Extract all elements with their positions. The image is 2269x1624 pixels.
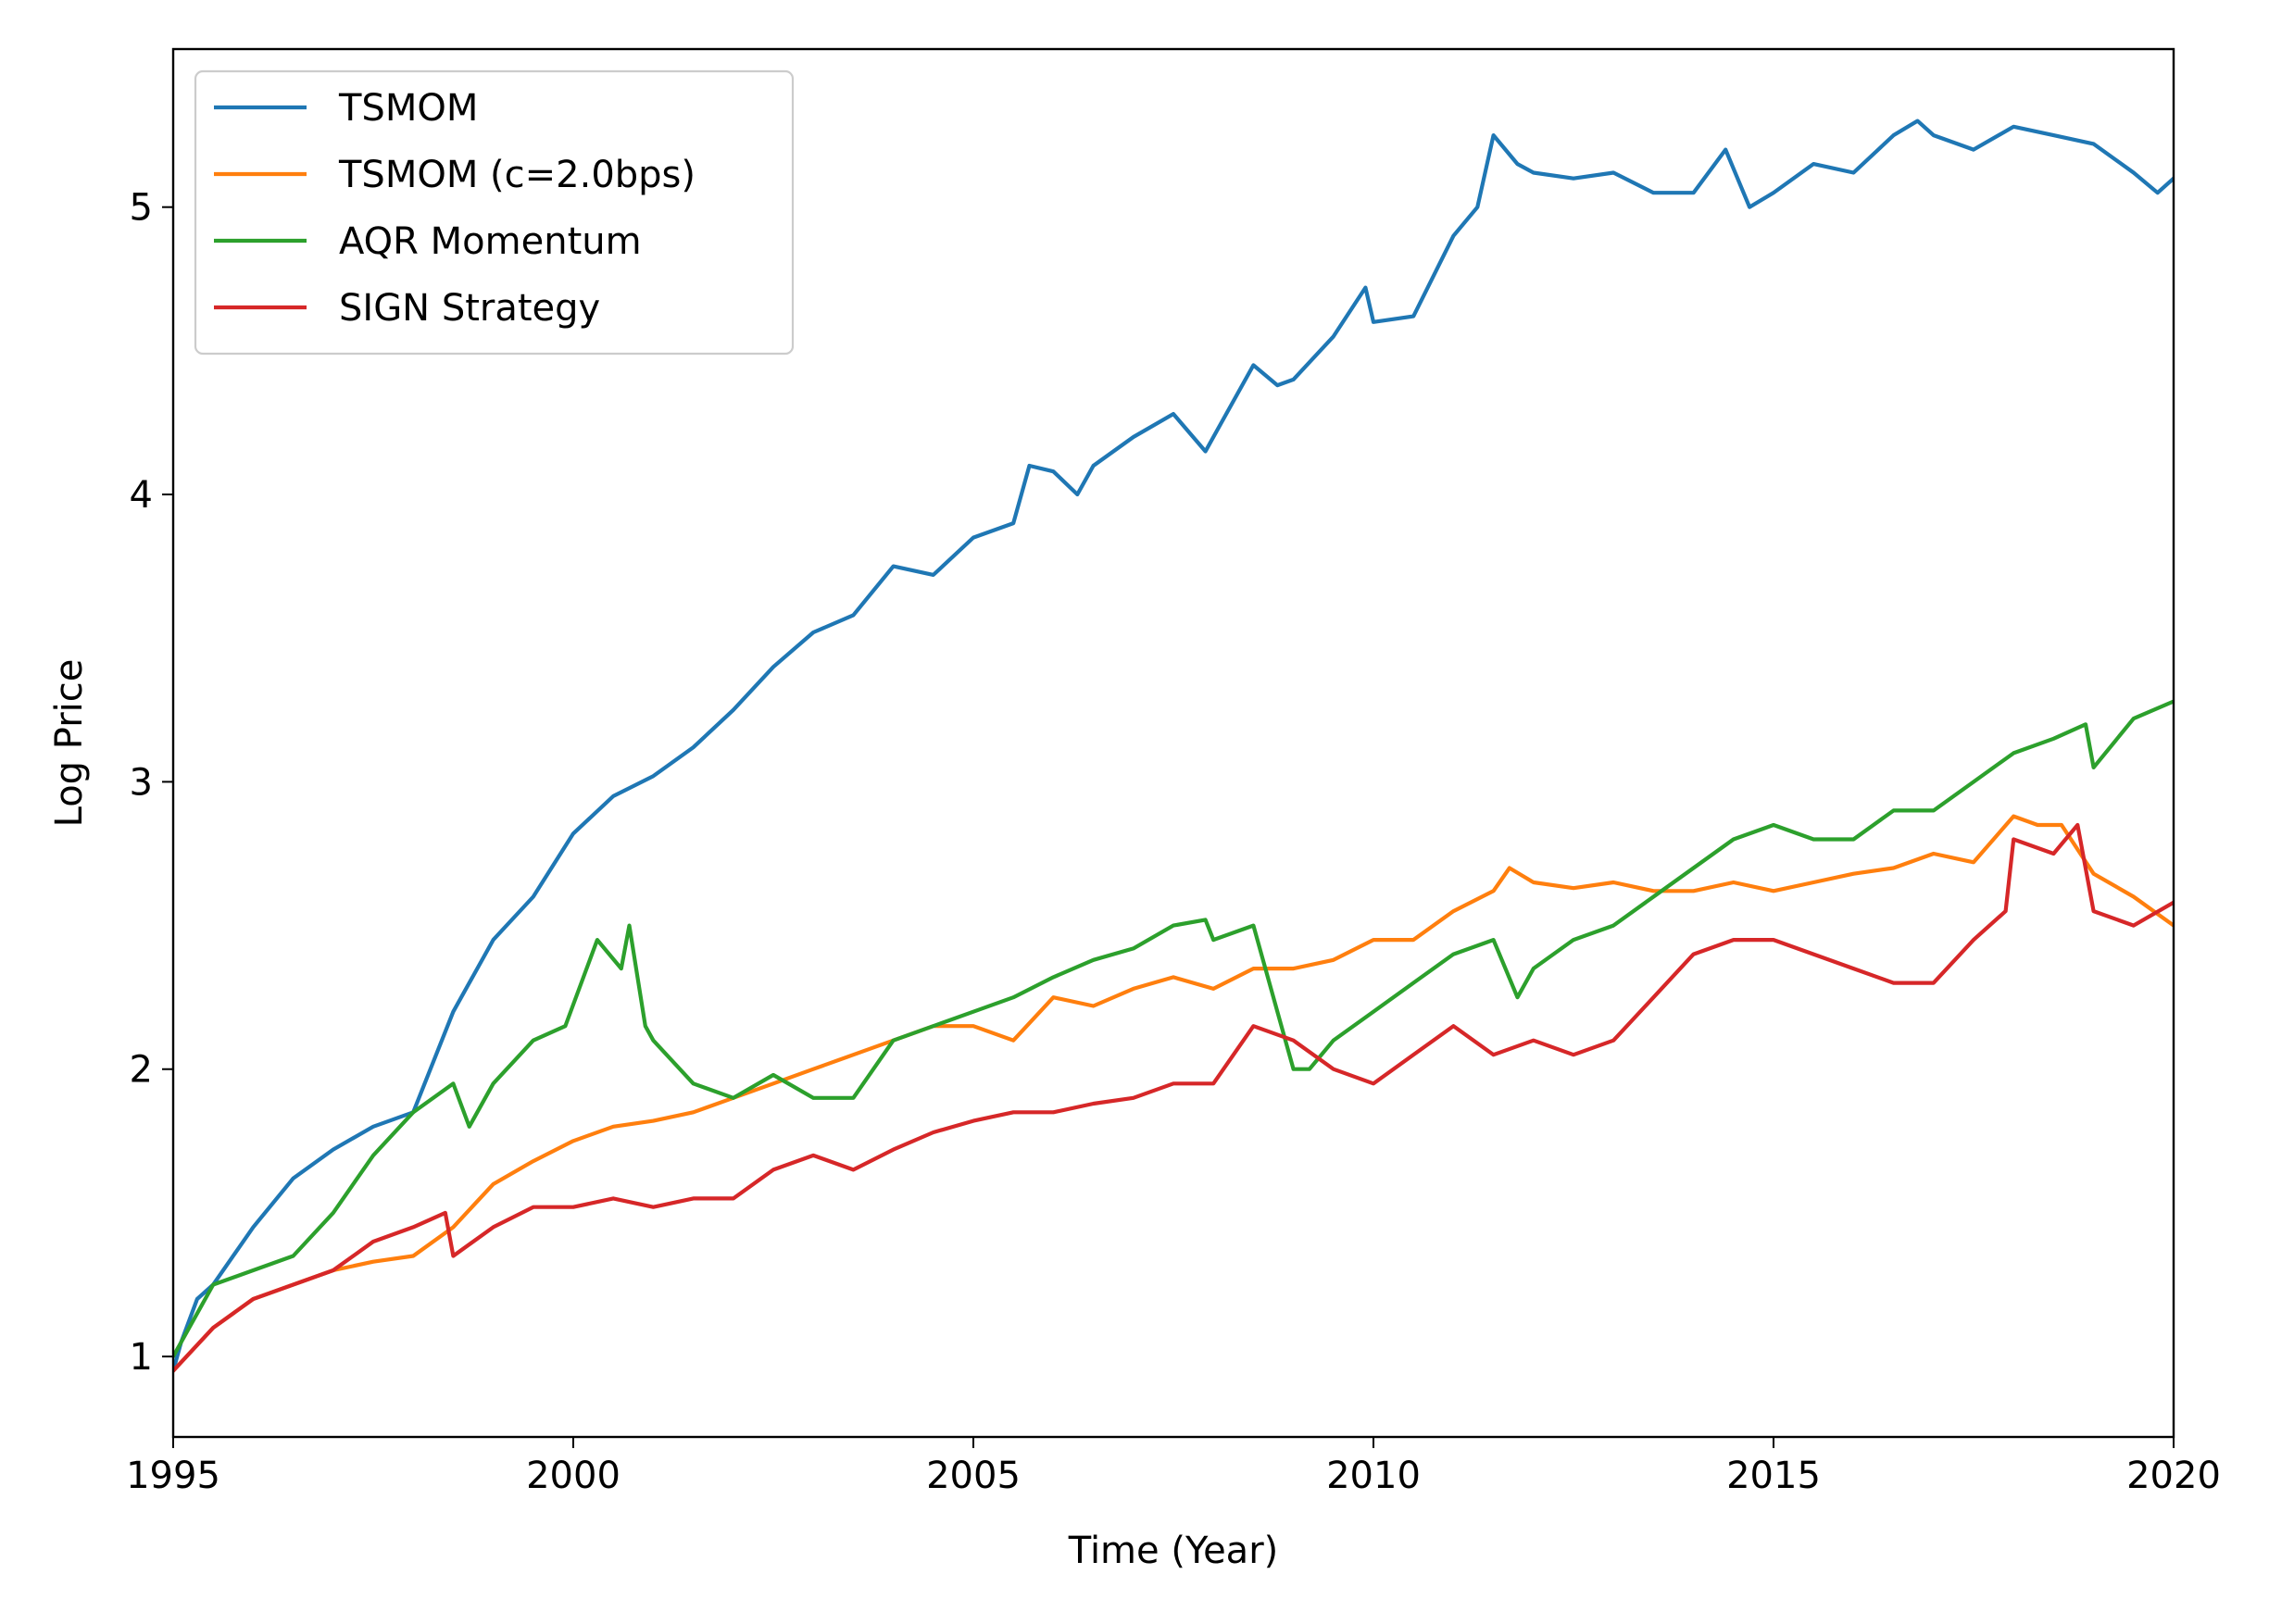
x-axis-ticks: 1995 2000 2005 2010 2015 2020	[126, 1437, 2221, 1497]
y-tick-label: 1	[130, 1336, 153, 1379]
plot-frame	[171, 47, 2175, 1439]
legend-box	[194, 69, 795, 356]
y-tick-label: 3	[130, 761, 153, 804]
y-axis-label: Log Price	[48, 659, 91, 828]
y-tick-label: 4	[130, 474, 153, 517]
series-layer	[173, 119, 2174, 1373]
y-axis-ticks: 1 2 3 4 5	[130, 187, 173, 1379]
x-tick-label: 2005	[926, 1455, 1021, 1497]
x-tick-label: 2015	[1726, 1455, 1821, 1497]
x-tick-label: 2020	[2126, 1455, 2221, 1497]
legend-label-1: TSMOM (c=2.0bps)	[338, 154, 696, 196]
series-line-0	[173, 119, 2174, 1373]
series-line-3	[173, 822, 2174, 1373]
legend-label-3: SIGN Strategy	[339, 287, 600, 330]
x-tick-label: 1995	[126, 1455, 220, 1497]
x-tick-label: 2000	[526, 1455, 621, 1497]
legend: TSMOM TSMOM (c=2.0bps) AQR Momentum SIGN St…	[194, 69, 795, 356]
axes-layer	[171, 47, 2175, 1439]
series-line-1	[173, 814, 2174, 1373]
x-axis-label: Time (Year)	[1068, 1530, 1279, 1572]
legend-label-0: TSMOM	[338, 87, 478, 130]
series-line-2	[173, 699, 2174, 1359]
x-tick-label: 2010	[1326, 1455, 1421, 1497]
y-tick-label: 5	[130, 187, 153, 230]
legend-label-2: AQR Momentum	[339, 220, 642, 263]
y-tick-label: 2	[130, 1049, 153, 1092]
